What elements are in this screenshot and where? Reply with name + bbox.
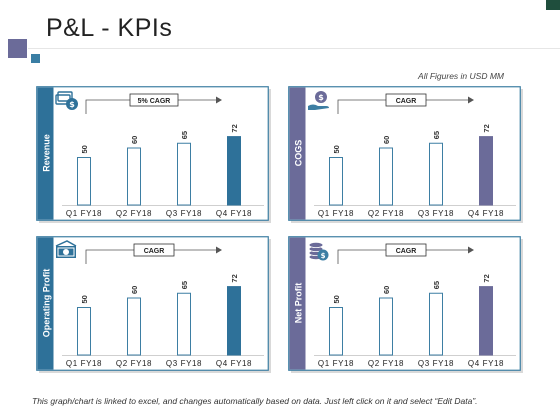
bar-value-label: 72 xyxy=(230,124,239,132)
bar-value-label: 72 xyxy=(230,274,239,282)
bar-q2-fy18 xyxy=(127,297,141,356)
cagr-badge xyxy=(385,243,427,257)
bar-q4-fy18 xyxy=(227,136,241,206)
bar-value-label: 50 xyxy=(80,145,89,153)
bar-q1-fy18 xyxy=(329,307,343,356)
x-tick-label: Q2 FY18 xyxy=(116,209,152,218)
title-decoration-small-square xyxy=(31,54,40,63)
x-tick-label: Q2 FY18 xyxy=(116,359,152,368)
cagr-badge-label: CAGR xyxy=(144,248,165,255)
bar-q2-fy18 xyxy=(379,147,393,206)
revenue-chart-panel: Revenue $5% CAGR 50 Q1 FY18 60 Q2 FY18 65 Q3 FY… xyxy=(36,86,272,224)
title-decoration-square xyxy=(8,39,27,58)
panel-label: Operating Profit xyxy=(42,269,52,338)
panel-label-strip xyxy=(37,237,54,370)
cash-note-icon xyxy=(55,240,77,258)
bar-q4-fy18 xyxy=(227,286,241,356)
cagr-badge-label: CAGR xyxy=(396,248,417,255)
bar-value-label: 65 xyxy=(432,281,441,289)
cagr-badge-label: CAGR xyxy=(396,98,417,105)
coin-stack-icon: $ xyxy=(308,242,329,261)
cagr-arrow-head xyxy=(216,96,222,104)
money-bag-icon: $ xyxy=(55,91,78,110)
cagr-badge xyxy=(133,243,175,257)
bar-value-label: 60 xyxy=(382,286,391,294)
footnote: This graph/chart is linked to excel, and… xyxy=(32,396,478,406)
bar-value-label: 72 xyxy=(482,274,491,282)
x-tick-label: Q1 FY18 xyxy=(66,209,102,218)
title-divider xyxy=(28,48,560,49)
bar-q4-fy18 xyxy=(479,136,493,206)
x-tick-label: Q3 FY18 xyxy=(166,209,202,218)
bar-q4-fy18 xyxy=(479,286,493,356)
panel-label: Net Profit xyxy=(294,283,304,324)
cagr-arrow-head xyxy=(468,96,474,104)
bar-q3-fy18 xyxy=(429,292,443,356)
x-tick-label: Q1 FY18 xyxy=(318,209,354,218)
bar-q2-fy18 xyxy=(127,147,141,206)
x-tick-label: Q2 FY18 xyxy=(368,359,404,368)
bar-value-label: 50 xyxy=(332,295,341,303)
revenue-chart: Revenue $ 5% CAGR 50 Q1 FY18 60 Q2 FY18 65 Q3 FY… xyxy=(36,86,271,223)
bar-value-label: 72 xyxy=(482,124,491,132)
cagr-badge-label: 5% CAGR xyxy=(138,98,171,105)
cagr-badge xyxy=(385,93,427,107)
svg-text:$: $ xyxy=(321,252,326,260)
bar-value-label: 60 xyxy=(382,136,391,144)
panel-label-strip xyxy=(289,87,306,220)
net-profit-chart-panel: Net Profit $ CAGR 50 Q1 FY18 60 Q2 FY18 65 Q3 FY… xyxy=(288,236,524,374)
panel-label: COGS xyxy=(294,140,304,167)
bar-q1-fy18 xyxy=(329,157,343,206)
bar-q1-fy18 xyxy=(77,157,91,206)
bar-q3-fy18 xyxy=(177,292,191,356)
panel-label-strip xyxy=(37,87,54,220)
x-tick-label: Q4 FY18 xyxy=(468,209,504,218)
net-profit-chart: Net Profit $ CAGR 50 Q1 FY18 60 Q2 FY18 65 Q3 FY… xyxy=(288,236,523,373)
bar-value-label: 50 xyxy=(80,295,89,303)
hand-coin-icon: $ xyxy=(308,91,329,110)
x-tick-label: Q3 FY18 xyxy=(166,359,202,368)
cogs-chart-panel: COGS $ CAGR 50 Q1 FY18 60 Q2 FY18 65 Q3 FY18 72 Q4… xyxy=(288,86,524,224)
bar-q3-fy18 xyxy=(429,142,443,206)
bar-q1-fy18 xyxy=(77,307,91,356)
bar-value-label: 60 xyxy=(130,136,139,144)
page-title: P&L - KPIs xyxy=(46,14,173,42)
x-tick-label: Q1 FY18 xyxy=(66,359,102,368)
x-tick-label: Q3 FY18 xyxy=(418,209,454,218)
bar-value-label: 50 xyxy=(332,145,341,153)
operating-profit-chart: Operating Profit CAGR 50 Q1 FY18 60 Q2 FY18 65… xyxy=(36,236,271,373)
x-tick-label: Q1 FY18 xyxy=(318,359,354,368)
x-tick-label: Q4 FY18 xyxy=(216,209,252,218)
cogs-chart: COGS $ CAGR 50 Q1 FY18 60 Q2 FY18 65 Q3 FY18 72 Q4… xyxy=(288,86,523,223)
corner-accent xyxy=(546,0,560,10)
units-note: All Figures in USD MM xyxy=(418,71,504,81)
panel-label-strip xyxy=(289,237,306,370)
svg-text:$: $ xyxy=(318,93,324,102)
x-tick-label: Q4 FY18 xyxy=(216,359,252,368)
bar-value-label: 65 xyxy=(432,131,441,139)
x-tick-label: Q2 FY18 xyxy=(368,209,404,218)
bar-q2-fy18 xyxy=(379,297,393,356)
cagr-arrow-head xyxy=(216,246,222,254)
bar-value-label: 65 xyxy=(180,281,189,289)
cagr-arrow-head xyxy=(468,246,474,254)
bar-q3-fy18 xyxy=(177,142,191,206)
cagr-badge xyxy=(129,93,179,107)
bar-value-label: 60 xyxy=(130,286,139,294)
operating-profit-chart-panel: Operating Profit CAGR 50 Q1 FY18 60 Q2 FY18 65… xyxy=(36,236,272,374)
panel-label: Revenue xyxy=(42,134,52,172)
x-tick-label: Q4 FY18 xyxy=(468,359,504,368)
bar-value-label: 65 xyxy=(180,131,189,139)
x-tick-label: Q3 FY18 xyxy=(418,359,454,368)
svg-text:$: $ xyxy=(69,100,75,109)
